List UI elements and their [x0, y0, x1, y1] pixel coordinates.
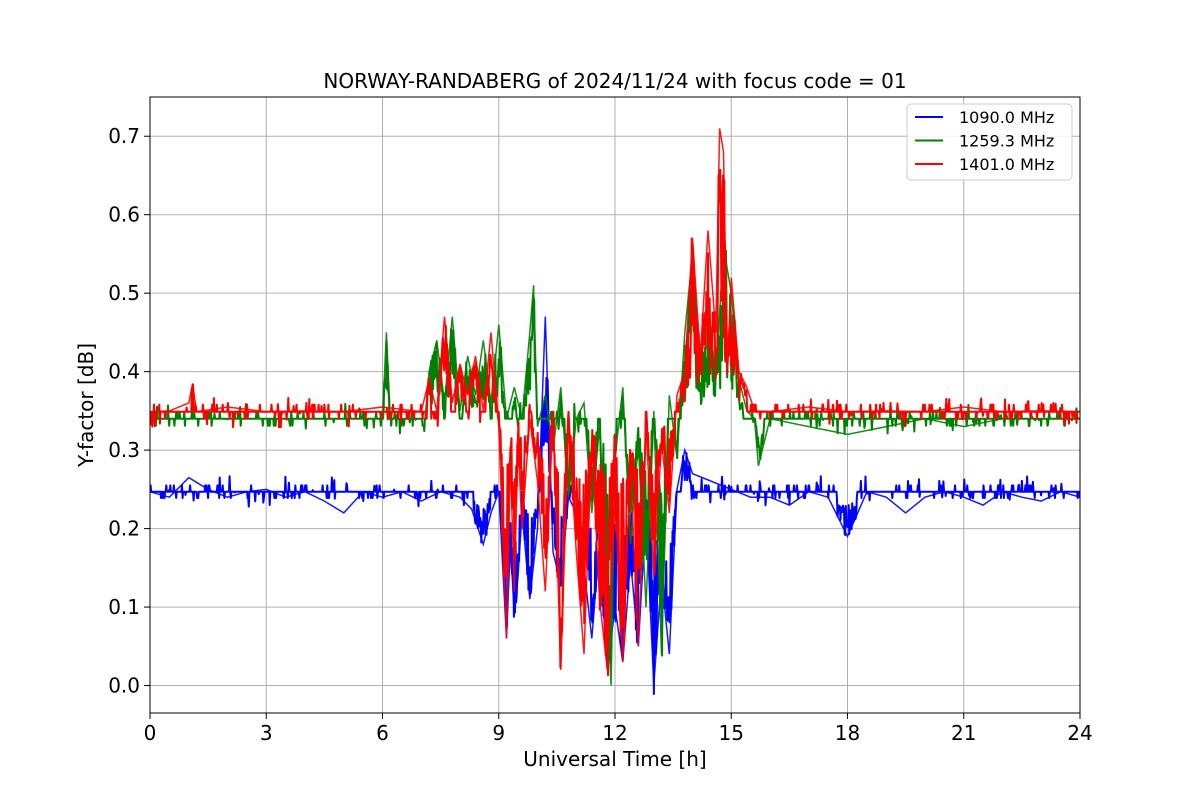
y-tick-label: 0.7 — [108, 124, 140, 148]
series-peaks-0 — [150, 316, 1080, 686]
chart-title: NORWAY-RANDABERG of 2024/11/24 with focu… — [323, 69, 906, 93]
y-tick-label: 0.4 — [108, 360, 140, 384]
y-tick-label: 0.2 — [108, 517, 140, 541]
x-tick-label: 24 — [1067, 721, 1092, 745]
y-tick-label: 0.1 — [108, 595, 140, 619]
legend: 1090.0 MHz 1259.3 MHz 1401.0 MHz — [906, 103, 1073, 181]
data-series — [150, 128, 1080, 695]
legend-label: 1090.0 MHz — [959, 108, 1054, 127]
x-tick-label: 3 — [260, 721, 273, 745]
legend-label: 1401.0 MHz — [959, 155, 1054, 174]
series-line-0 — [150, 376, 1080, 695]
axis-ticks: 0 3 6 9 12 15 18 21 24 0.0 0.1 0.2 0.3 0.4 0.5 0.6 0.7 — [108, 124, 1093, 745]
y-tick-label: 0.6 — [108, 203, 140, 227]
x-tick-label: 15 — [719, 721, 744, 745]
y-tick-label: 0.0 — [108, 674, 140, 698]
x-axis-label: Universal Time [h] — [523, 747, 706, 771]
x-tick-label: 0 — [144, 721, 157, 745]
x-tick-label: 21 — [951, 721, 976, 745]
x-tick-label: 12 — [602, 721, 627, 745]
y-tick-label: 0.3 — [108, 438, 140, 462]
x-tick-label: 9 — [492, 721, 505, 745]
legend-box — [906, 103, 1073, 181]
x-tick-label: 6 — [376, 721, 389, 745]
x-tick-label: 18 — [835, 721, 860, 745]
series-line-2 — [150, 168, 1080, 677]
y-tick-label: 0.5 — [108, 281, 140, 305]
series-peaks-2 — [150, 128, 1080, 670]
legend-label: 1259.3 MHz — [959, 132, 1054, 151]
y-axis-label: Y-factor [dB] — [74, 343, 98, 468]
